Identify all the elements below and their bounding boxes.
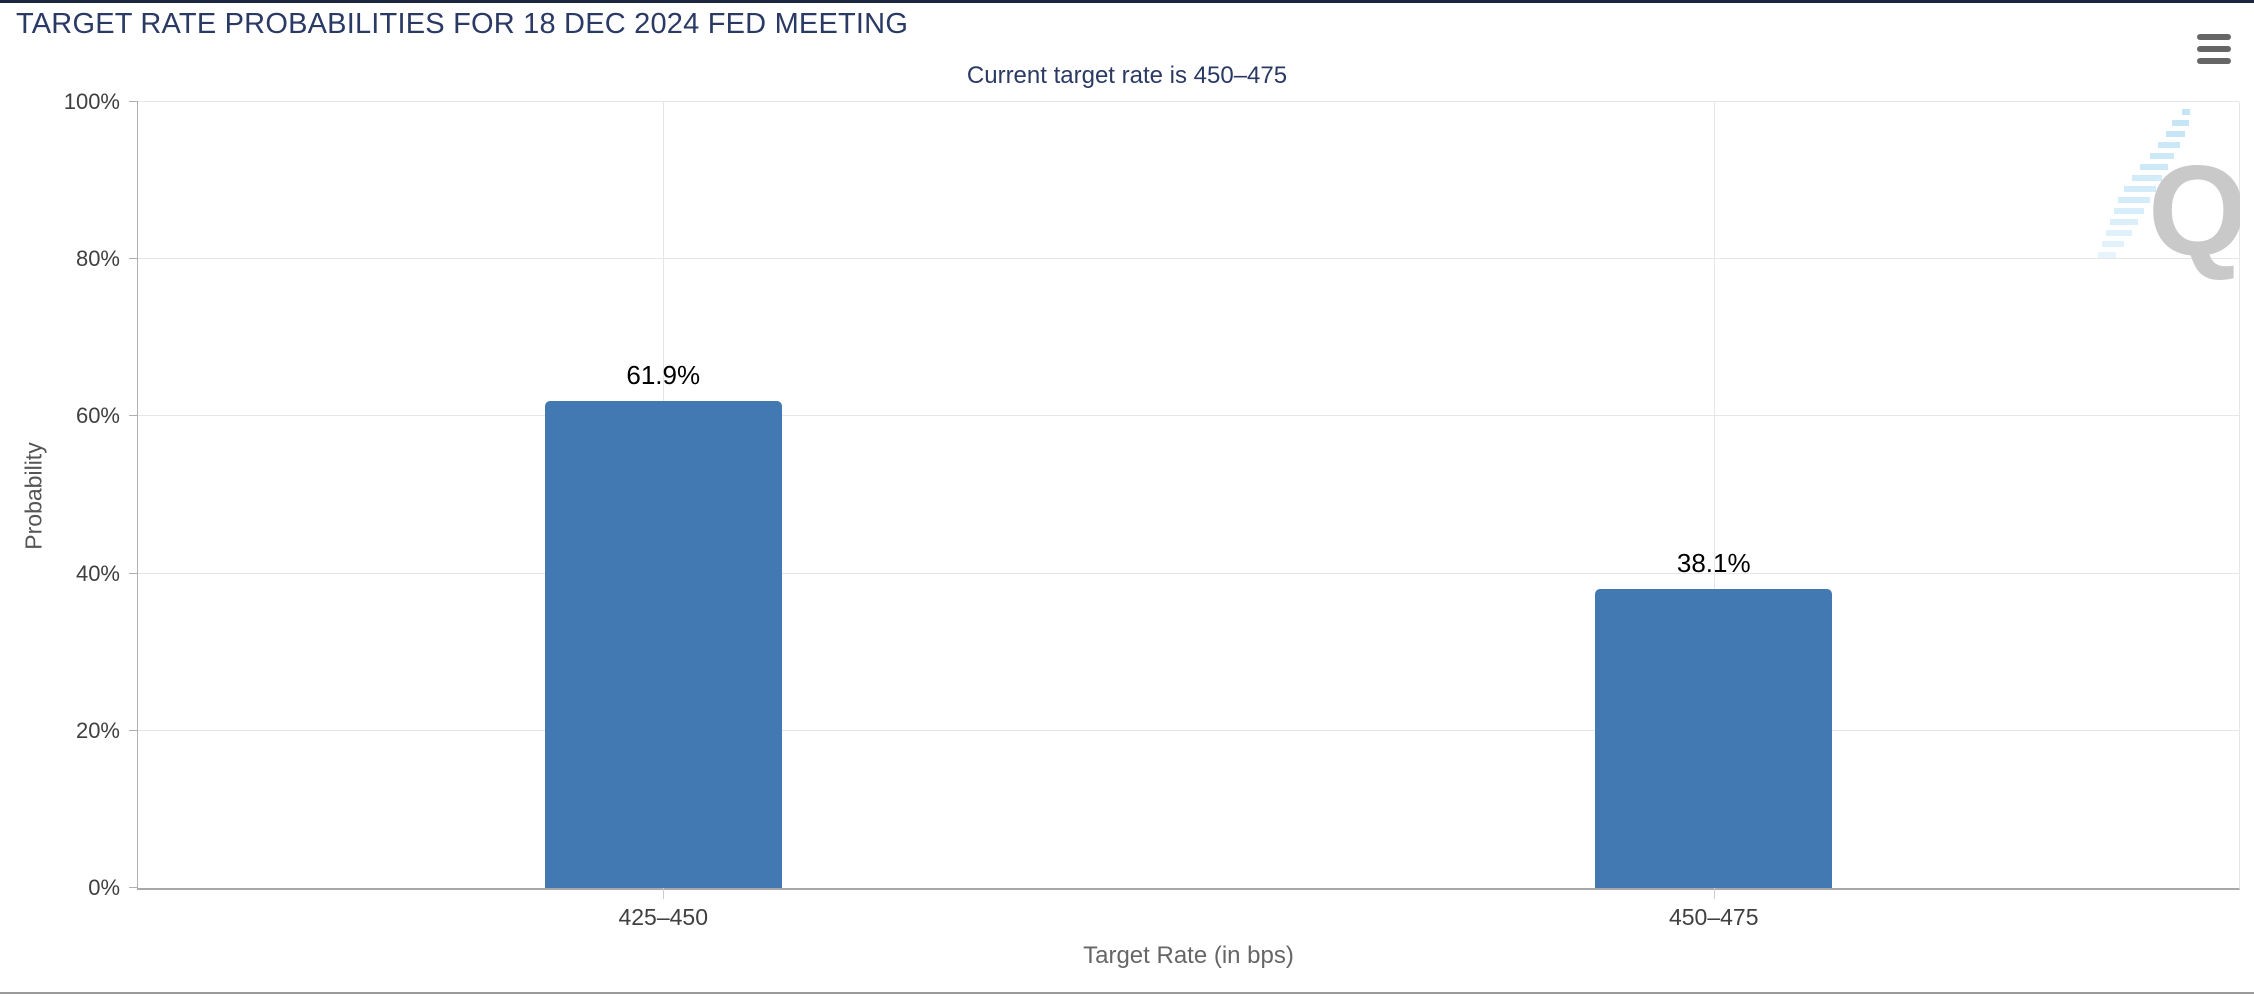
y-axis-tick-label: 40% xyxy=(75,560,120,586)
gridline-vertical xyxy=(1713,102,1715,888)
y-axis-tick-label: 0% xyxy=(88,875,120,900)
y-axis-tick-mark xyxy=(129,258,138,260)
y-axis-tick-mark xyxy=(129,887,138,888)
y-axis-tick-mark xyxy=(129,101,138,102)
x-axis-tick-label: 425–450 xyxy=(618,904,709,930)
gridline-horizontal xyxy=(138,572,2239,574)
gridline-horizontal xyxy=(138,258,2239,260)
x-axis-title: Target Rate (in bps) xyxy=(1083,942,1294,969)
y-axis-tick-label: 60% xyxy=(75,403,120,429)
y-axis-tick-label: 100% xyxy=(63,89,120,114)
top-accent-border xyxy=(0,0,2254,3)
hamburger-icon xyxy=(2197,34,2231,64)
gridline-horizontal xyxy=(138,729,2239,731)
gridline-horizontal xyxy=(138,101,2239,102)
y-axis-tick-label: 80% xyxy=(75,246,120,272)
x-axis-tick-mark xyxy=(663,888,665,899)
chart-title: TARGET RATE PROBABILITIES FOR 18 DEC 202… xyxy=(16,8,909,40)
bar-450–475[interactable] xyxy=(1595,588,1833,888)
bar-425–450[interactable] xyxy=(544,401,782,888)
plot-area: 0% 20% 40% 60% 80% 100% 61.9% 425–450 38.1% 450–4… xyxy=(64,91,2240,930)
y-axis-tick-mark xyxy=(129,729,138,731)
y-axis-title: Probability xyxy=(20,442,47,550)
export-menu-button[interactable] xyxy=(2192,28,2236,70)
y-axis-tick-mark xyxy=(129,415,138,417)
bottom-border xyxy=(0,992,2254,994)
x-axis-tick-mark xyxy=(1713,888,1715,899)
x-axis-tick-label: 450–475 xyxy=(1668,904,1759,930)
y-axis-tick-label: 20% xyxy=(75,717,120,743)
chart-subtitle: Current target rate is 450–475 xyxy=(966,62,1288,89)
gridline-horizontal xyxy=(138,415,2239,417)
bar-value-label: 61.9% xyxy=(626,360,701,391)
y-axis-tick-mark xyxy=(129,572,138,574)
bar-value-label: 38.1% xyxy=(1676,547,1751,578)
